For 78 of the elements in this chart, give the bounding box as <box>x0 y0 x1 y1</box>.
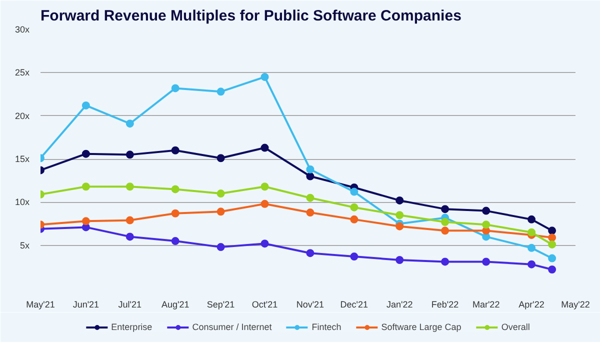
chart-title: Forward Revenue Multiples for Public Software Companies <box>40 8 462 24</box>
x-tick-label: Jun'21 <box>72 300 100 310</box>
point <box>350 215 358 224</box>
point <box>396 211 404 220</box>
point <box>528 244 536 252</box>
point <box>82 101 90 110</box>
x-tick-label: Feb'22 <box>431 300 459 310</box>
point <box>306 249 314 258</box>
point <box>171 185 180 194</box>
point <box>126 182 134 191</box>
point <box>548 240 556 248</box>
point <box>441 218 450 226</box>
point <box>306 172 314 180</box>
legend-label: Consumer / Internet <box>192 322 272 332</box>
x-tick-label: Jul'21 <box>118 300 142 310</box>
x-tick-label: Apr'22 <box>518 300 544 310</box>
legend-label: Enterprise <box>111 322 152 332</box>
point <box>216 208 225 216</box>
point <box>306 208 314 217</box>
y-tick-label: 25x <box>14 68 30 78</box>
point <box>482 258 490 266</box>
point <box>171 237 180 246</box>
point <box>82 150 90 158</box>
point <box>482 206 490 215</box>
x-tick-label: Aug'21 <box>161 300 190 310</box>
point <box>350 203 358 212</box>
point <box>396 196 404 204</box>
point <box>441 226 450 235</box>
y-tick-label: 10x <box>14 197 30 208</box>
y-tick-label: 30x <box>14 24 30 34</box>
point <box>171 209 180 218</box>
point <box>216 190 225 198</box>
point <box>548 254 556 262</box>
point <box>306 165 314 174</box>
legend-label: Overall <box>501 322 530 332</box>
point <box>260 72 269 81</box>
point <box>548 234 556 242</box>
y-tick-label: 15x <box>14 154 30 164</box>
point <box>396 222 404 230</box>
point <box>528 260 536 268</box>
point <box>260 200 269 208</box>
point <box>216 88 225 96</box>
point <box>548 266 556 274</box>
point <box>82 217 90 226</box>
x-tick-label: Oct'21 <box>252 300 278 310</box>
point <box>126 120 134 128</box>
legend-label: Fintech <box>312 322 342 332</box>
point <box>350 252 358 261</box>
point <box>441 258 450 266</box>
point <box>216 243 225 252</box>
point <box>482 220 490 229</box>
x-tick-label: Dec'21 <box>340 300 368 310</box>
point <box>396 256 404 264</box>
point <box>126 150 134 159</box>
x-tick-label: May'22 <box>561 300 590 310</box>
y-tick-label: 5x <box>20 240 30 250</box>
point <box>528 228 536 236</box>
point <box>216 154 225 162</box>
point <box>548 226 556 235</box>
x-tick-label: Jan'22 <box>386 300 413 310</box>
point <box>171 146 180 154</box>
point <box>350 188 358 196</box>
legend-label: Software Large Cap <box>381 322 462 332</box>
point <box>126 232 134 241</box>
point <box>171 84 180 92</box>
x-tick-label: Sep'21 <box>206 300 235 310</box>
point <box>306 194 314 202</box>
x-tick-label: Mar'22 <box>472 300 500 310</box>
point <box>82 182 90 191</box>
point <box>260 144 269 152</box>
point <box>441 205 450 214</box>
point <box>126 216 134 224</box>
point <box>260 182 269 191</box>
x-tick-label: May'21 <box>26 300 55 310</box>
y-tick-label: 20x <box>14 110 30 121</box>
point <box>260 240 269 248</box>
point <box>528 215 536 224</box>
x-tick-label: Nov'21 <box>296 300 324 310</box>
